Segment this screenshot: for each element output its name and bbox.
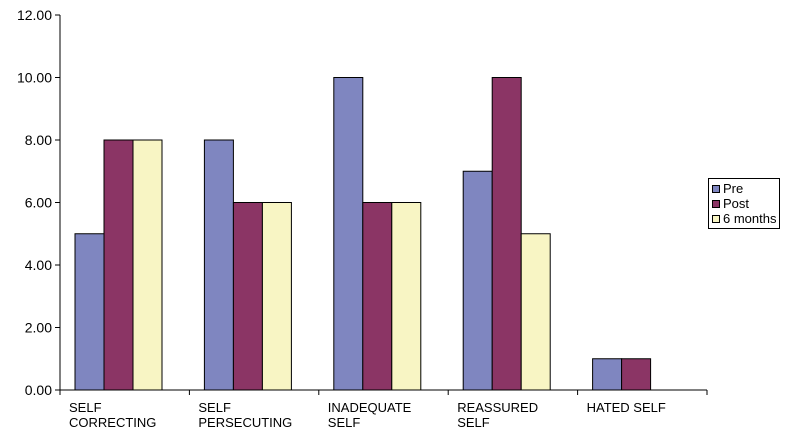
legend-item-pre: Pre <box>712 181 776 196</box>
x-tick-label: REASSURED SELF <box>457 400 538 430</box>
x-axis: SELF CORRECTING SELF PERSECUTING INADEQUATE S… <box>59 389 708 430</box>
legend-label-post: Post <box>723 196 750 211</box>
y-tick-label: 2.00 <box>25 320 52 336</box>
bar <box>203 139 234 391</box>
legend-item-6-months: 6 months <box>712 211 776 226</box>
x-tick-label: HATED SELF <box>587 400 666 415</box>
legend: Pre Post 6 months <box>708 178 781 229</box>
bar <box>491 77 522 391</box>
bar <box>621 358 652 391</box>
y-tick-label: 4.00 <box>25 257 52 273</box>
bar <box>333 77 364 391</box>
y-tick-label: 0.00 <box>25 382 52 398</box>
x-tick-label: SELF CORRECTING <box>69 400 156 430</box>
bar <box>391 202 422 391</box>
bar <box>132 139 163 391</box>
y-tick-label: 8.00 <box>25 132 52 148</box>
bar <box>103 139 134 391</box>
y-tick-label: 10.00 <box>17 70 52 86</box>
legend-swatch-pre <box>712 184 720 193</box>
bar <box>520 233 551 391</box>
y-tick-label: 6.00 <box>25 195 52 211</box>
legend-label-pre: Pre <box>723 181 744 196</box>
bar <box>232 202 263 391</box>
bar <box>462 170 493 391</box>
bar <box>261 202 292 391</box>
x-tick-label: INADEQUATE SELF <box>328 400 412 430</box>
bar <box>74 233 105 391</box>
legend-label-6-months: 6 months <box>723 211 777 226</box>
y-tick-label: 12.00 <box>17 7 52 23</box>
legend-item-post: Post <box>712 196 776 211</box>
bars <box>74 77 652 391</box>
bar <box>592 358 623 391</box>
y-axis: 0.00 2.00 4.00 6.00 8.00 10.00 12.00 <box>17 7 61 398</box>
x-tick-label: SELF PERSECUTING <box>198 400 292 430</box>
legend-swatch-post <box>712 199 720 208</box>
bar <box>362 202 393 391</box>
legend-swatch-6-months <box>712 214 720 223</box>
